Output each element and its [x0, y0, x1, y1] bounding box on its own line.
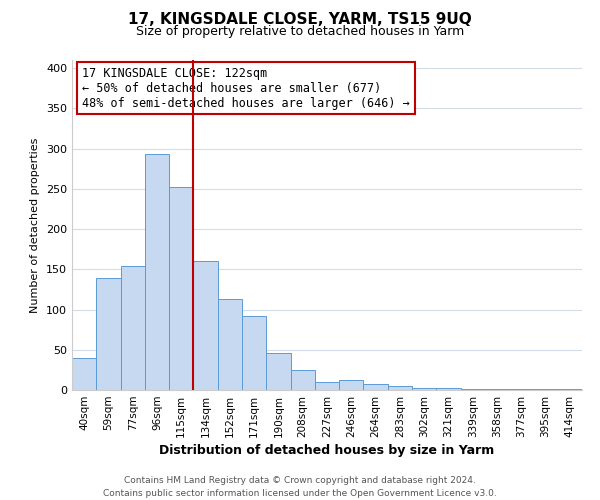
Bar [509, 389, 533, 390]
Bar [145, 154, 169, 390]
Text: Size of property relative to detached houses in Yarm: Size of property relative to detached ho… [136, 25, 464, 38]
Bar [266, 353, 290, 390]
Bar [315, 382, 339, 390]
Bar [533, 389, 558, 390]
Bar [558, 389, 582, 390]
Bar [242, 316, 266, 390]
Bar [290, 370, 315, 390]
Text: 17, KINGSDALE CLOSE, YARM, TS15 9UQ: 17, KINGSDALE CLOSE, YARM, TS15 9UQ [128, 12, 472, 28]
Bar [339, 380, 364, 390]
Bar [121, 266, 145, 390]
Bar [364, 384, 388, 390]
Bar [72, 358, 96, 390]
Text: 17 KINGSDALE CLOSE: 122sqm
← 50% of detached houses are smaller (677)
48% of sem: 17 KINGSDALE CLOSE: 122sqm ← 50% of deta… [82, 66, 410, 110]
X-axis label: Distribution of detached houses by size in Yarm: Distribution of detached houses by size … [160, 444, 494, 457]
Bar [193, 261, 218, 390]
Bar [96, 278, 121, 390]
Bar [388, 386, 412, 390]
Bar [461, 389, 485, 390]
Y-axis label: Number of detached properties: Number of detached properties [31, 138, 40, 312]
Bar [436, 388, 461, 390]
Text: Contains HM Land Registry data © Crown copyright and database right 2024.
Contai: Contains HM Land Registry data © Crown c… [103, 476, 497, 498]
Bar [218, 299, 242, 390]
Bar [412, 388, 436, 390]
Bar [169, 187, 193, 390]
Bar [485, 389, 509, 390]
